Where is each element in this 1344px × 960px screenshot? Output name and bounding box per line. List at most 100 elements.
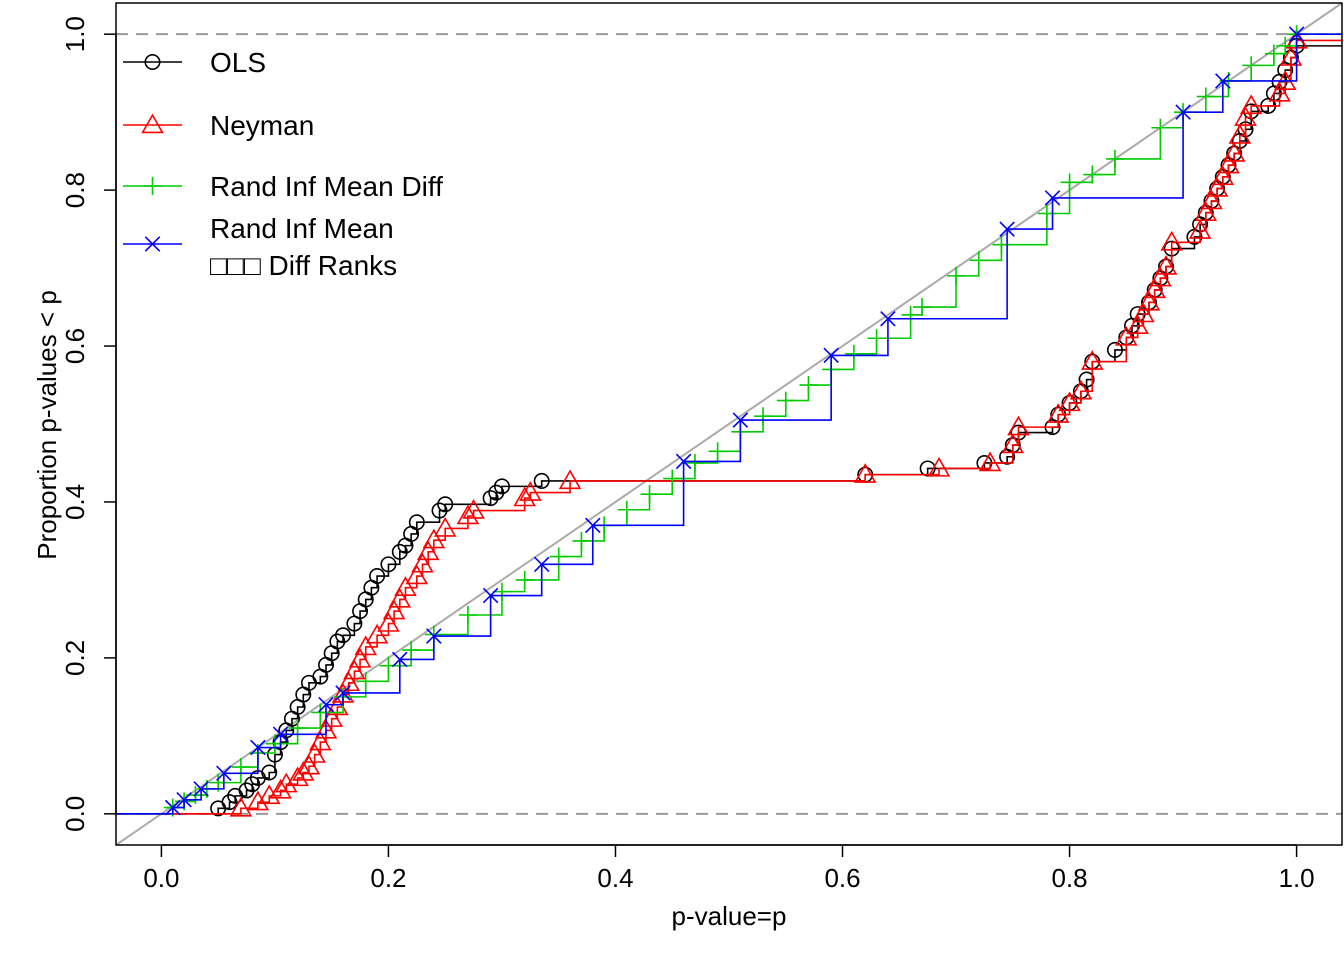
data-point [919,460,936,477]
data-point [337,671,360,692]
data-point [379,656,398,675]
data-point [309,730,332,751]
data-point [685,453,704,472]
y-axis: 0.0 0.2 0.4 0.6 0.8 1.0 [60,16,117,832]
y-tick-label: 0.8 [60,172,90,208]
data-point [1083,165,1102,184]
data-point [493,478,510,495]
data-point [274,772,298,793]
data-point [1239,94,1263,115]
data-point [458,606,477,625]
series-layer [116,25,1342,817]
data-point [533,556,550,573]
data-point [405,564,429,585]
data-point [853,463,877,483]
data-point [343,659,366,680]
y-axis-label: Proportion p-values < p [32,290,62,560]
data-point [912,298,931,317]
x-tick-label: 0.2 [370,863,406,893]
data-point [216,765,232,782]
data-point [246,790,270,811]
legend-label-line2: □□□ Diff Ranks [210,250,397,281]
series-step-line [116,45,1342,815]
data-point [250,739,266,756]
x-tick-label: 1.0 [1279,863,1315,893]
data-point [1060,173,1079,192]
data-point [272,726,289,743]
data-point [754,407,773,426]
data-point [549,547,568,566]
data-point [422,528,446,549]
legend-entry-0: OLS [123,47,266,78]
legend-label: Neyman [210,110,314,141]
data-point [382,599,406,620]
data-point [927,456,951,477]
data-point [411,552,434,573]
data-point [978,451,1002,472]
data-point [1078,371,1095,388]
data-point [1264,44,1283,63]
data-point [416,540,440,561]
data-point [335,685,351,701]
data-point [356,672,375,691]
data-point [1149,266,1172,287]
data-point [776,391,795,410]
data-point [519,481,542,501]
data-point [1001,433,1025,454]
data-point [365,623,389,644]
data-point [969,251,988,270]
data-point [1194,201,1218,221]
data-point [1217,153,1240,174]
data-point [1215,73,1231,89]
data-point [1276,36,1295,55]
data-point [999,221,1015,237]
data-point [533,472,550,489]
data-point [823,347,839,364]
data-point [1044,190,1061,206]
data-point [144,236,161,252]
data-point [663,469,682,488]
data-point [1132,302,1155,323]
data-point [1222,141,1246,162]
legend-entry-3: Rand Inf Mean □□□ Diff Ranks [123,213,397,281]
series-step-line [116,39,1342,815]
data-point [433,516,457,537]
series-2 [116,25,1342,817]
y-tick-label: 0.2 [60,640,90,676]
data-point [515,570,534,589]
series-3 [116,26,1342,816]
data-point [640,485,659,504]
data-point [1200,189,1223,210]
data-point [286,766,309,787]
x-tick-label: 0.8 [1051,863,1087,893]
legend-label: Rand Inf Mean Diff [210,171,443,202]
data-point [261,764,278,781]
legend: OLS Neyman Rand Inf Mean Diff Rand Inf Mean… [123,47,443,281]
data-point [1154,255,1178,275]
data-point [1115,325,1138,346]
data-point [141,113,164,134]
data-point [1080,350,1104,370]
data-point [297,754,321,775]
series-step-line [116,33,1342,815]
data-point [492,582,511,601]
legend-entry-1: Neyman [123,110,314,141]
data-point [348,647,372,668]
data-point [1106,341,1123,358]
data-point [901,305,920,324]
data-point [1228,124,1252,144]
data-point [335,627,352,644]
x-tick-label: 0.4 [597,863,633,893]
data-point [193,781,209,797]
data-point [482,587,499,604]
data-point [369,568,386,585]
data-point [392,651,408,668]
x-axis: 0.0 0.2 0.4 0.6 0.8 1.0 [143,844,1315,893]
data-point [426,628,442,644]
data-point [482,490,499,507]
data-point [437,496,454,513]
data-point [408,514,425,531]
data-point [947,266,966,285]
data-point [394,576,417,596]
